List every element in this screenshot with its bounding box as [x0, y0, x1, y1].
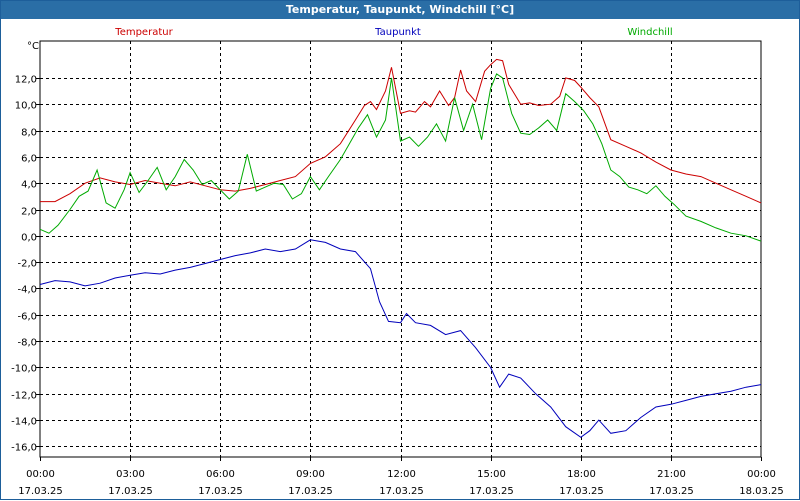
- y-tick-label: -6,0: [17, 312, 37, 323]
- series-line-windchill: [39, 73, 762, 242]
- x-tick-label-time: 06:00: [206, 469, 235, 480]
- x-tick-label-date: 17.03.25: [288, 486, 333, 497]
- x-tick-label-time: 00:00: [747, 469, 776, 480]
- x-tick-label-date: 17.03.25: [559, 486, 604, 497]
- y-tick-label: 12,0: [15, 75, 37, 86]
- y-tick-label: 10,0: [15, 101, 37, 112]
- y-tick-label: -16,0: [11, 443, 37, 454]
- y-tick-label: -10,0: [11, 364, 37, 375]
- y-tick-label: -14,0: [11, 417, 37, 428]
- series-line-temperatur: [40, 58, 762, 204]
- x-tick-label-time: 09:00: [296, 469, 325, 480]
- x-tick-label-date: 17.03.25: [18, 486, 63, 497]
- x-tick-label-date: 17.03.25: [108, 486, 153, 497]
- legend-entry: Taupunkt: [374, 27, 421, 38]
- y-tick-label: 6,0: [21, 154, 37, 165]
- series-line-taupunkt: [39, 239, 762, 438]
- y-tick-label: -2,0: [17, 259, 37, 270]
- y-tick-label: 0,0: [21, 233, 37, 244]
- x-tick-label-time: 21:00: [657, 469, 686, 480]
- x-tick-label-time: 15:00: [477, 469, 506, 480]
- x-tick-label-time: 00:00: [26, 469, 55, 480]
- x-tick-label-date: 17.03.25: [649, 486, 694, 497]
- y-tick-label: 8,0: [21, 128, 37, 139]
- y-tick-label: -8,0: [17, 338, 37, 349]
- plot-area: [39, 40, 762, 458]
- legend-entry: Windchill: [627, 27, 672, 38]
- x-tick-label-time: 03:00: [116, 469, 145, 480]
- y-tick-label: -4,0: [17, 285, 37, 296]
- y-axis-unit: °C: [27, 41, 39, 52]
- y-tick-label: -12,0: [11, 391, 37, 402]
- x-tick-label-date: 17.03.25: [198, 486, 243, 497]
- x-tick-label-time: 18:00: [567, 469, 596, 480]
- x-tick-label-date: 17.03.25: [379, 486, 424, 497]
- x-tick-label-date: 17.03.25: [469, 486, 514, 497]
- legend-entry: Temperatur: [114, 27, 173, 38]
- x-tick-label-time: 12:00: [387, 469, 416, 480]
- y-tick-label: 2,0: [21, 207, 37, 218]
- y-tick-label: 4,0: [21, 180, 37, 191]
- x-tick-label-date: 18.03.25: [739, 486, 784, 497]
- window-title: Temperatur, Taupunkt, Windchill [°C]: [1, 1, 799, 19]
